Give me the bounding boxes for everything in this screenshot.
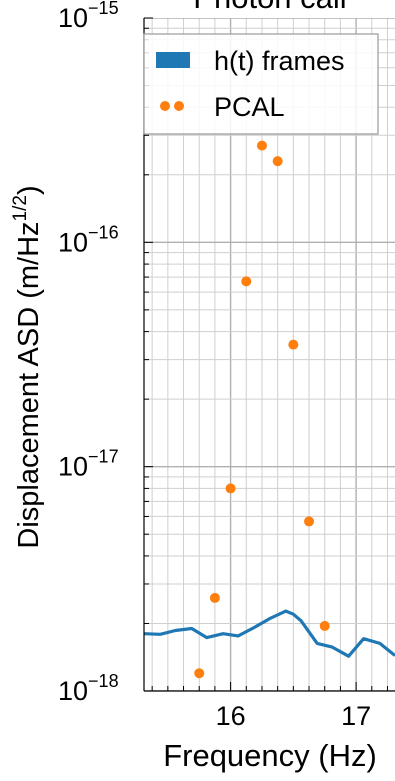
legend-box xyxy=(143,33,379,135)
chart-title: Photon cali xyxy=(193,0,346,15)
legend-label-h-t-frames: h(t) frames xyxy=(214,46,345,76)
legend: h(t) frames PCAL xyxy=(143,33,379,135)
y-tick-label-base: 10 xyxy=(58,227,88,257)
x-tick-label: 17 xyxy=(341,701,371,731)
x-tick-label: 16 xyxy=(216,701,246,731)
series-line-h-t-frames xyxy=(144,609,395,658)
x-axis-label: Frequency (Hz) xyxy=(163,738,377,773)
y-axis-label-sup: 1/2 xyxy=(10,195,31,221)
y-tick-label-exponent: −16 xyxy=(88,222,119,242)
pcal-point xyxy=(256,140,267,151)
pcal-point xyxy=(319,620,330,631)
series-layer xyxy=(144,140,395,679)
y-axis-label: Displacement ASD (m/Hz1/2) xyxy=(10,185,45,548)
pcal-point xyxy=(225,483,236,494)
pcal-point xyxy=(241,276,252,287)
pcal-point xyxy=(209,592,220,603)
legend-marker-pcal xyxy=(160,101,170,111)
y-tick-label-exponent: −15 xyxy=(88,0,119,18)
pcal-point xyxy=(272,156,283,167)
y-tick-label-base: 10 xyxy=(58,676,88,706)
legend-marker-pcal xyxy=(174,101,184,111)
y-axis-label-close: ) xyxy=(13,185,45,195)
y-tick-label-base: 10 xyxy=(58,452,88,482)
pcal-point xyxy=(194,668,205,679)
y-tick-label: 10−17 xyxy=(58,447,119,482)
pcal-point xyxy=(304,516,315,527)
y-axis-label-main: Displacement ASD (m/Hz xyxy=(13,221,45,548)
y-tick-label-exponent: −17 xyxy=(88,447,119,467)
pcal-point xyxy=(288,339,299,350)
legend-swatch-h-t-frames xyxy=(156,52,190,68)
y-tick-label-base: 10 xyxy=(58,3,88,33)
y-tick-label: 10−18 xyxy=(58,671,119,706)
legend-label-pcal: PCAL xyxy=(214,92,285,122)
y-tick-label: 10−15 xyxy=(58,0,119,33)
y-tick-label-exponent: −18 xyxy=(88,671,119,691)
y-tick-label: 10−16 xyxy=(58,222,119,257)
